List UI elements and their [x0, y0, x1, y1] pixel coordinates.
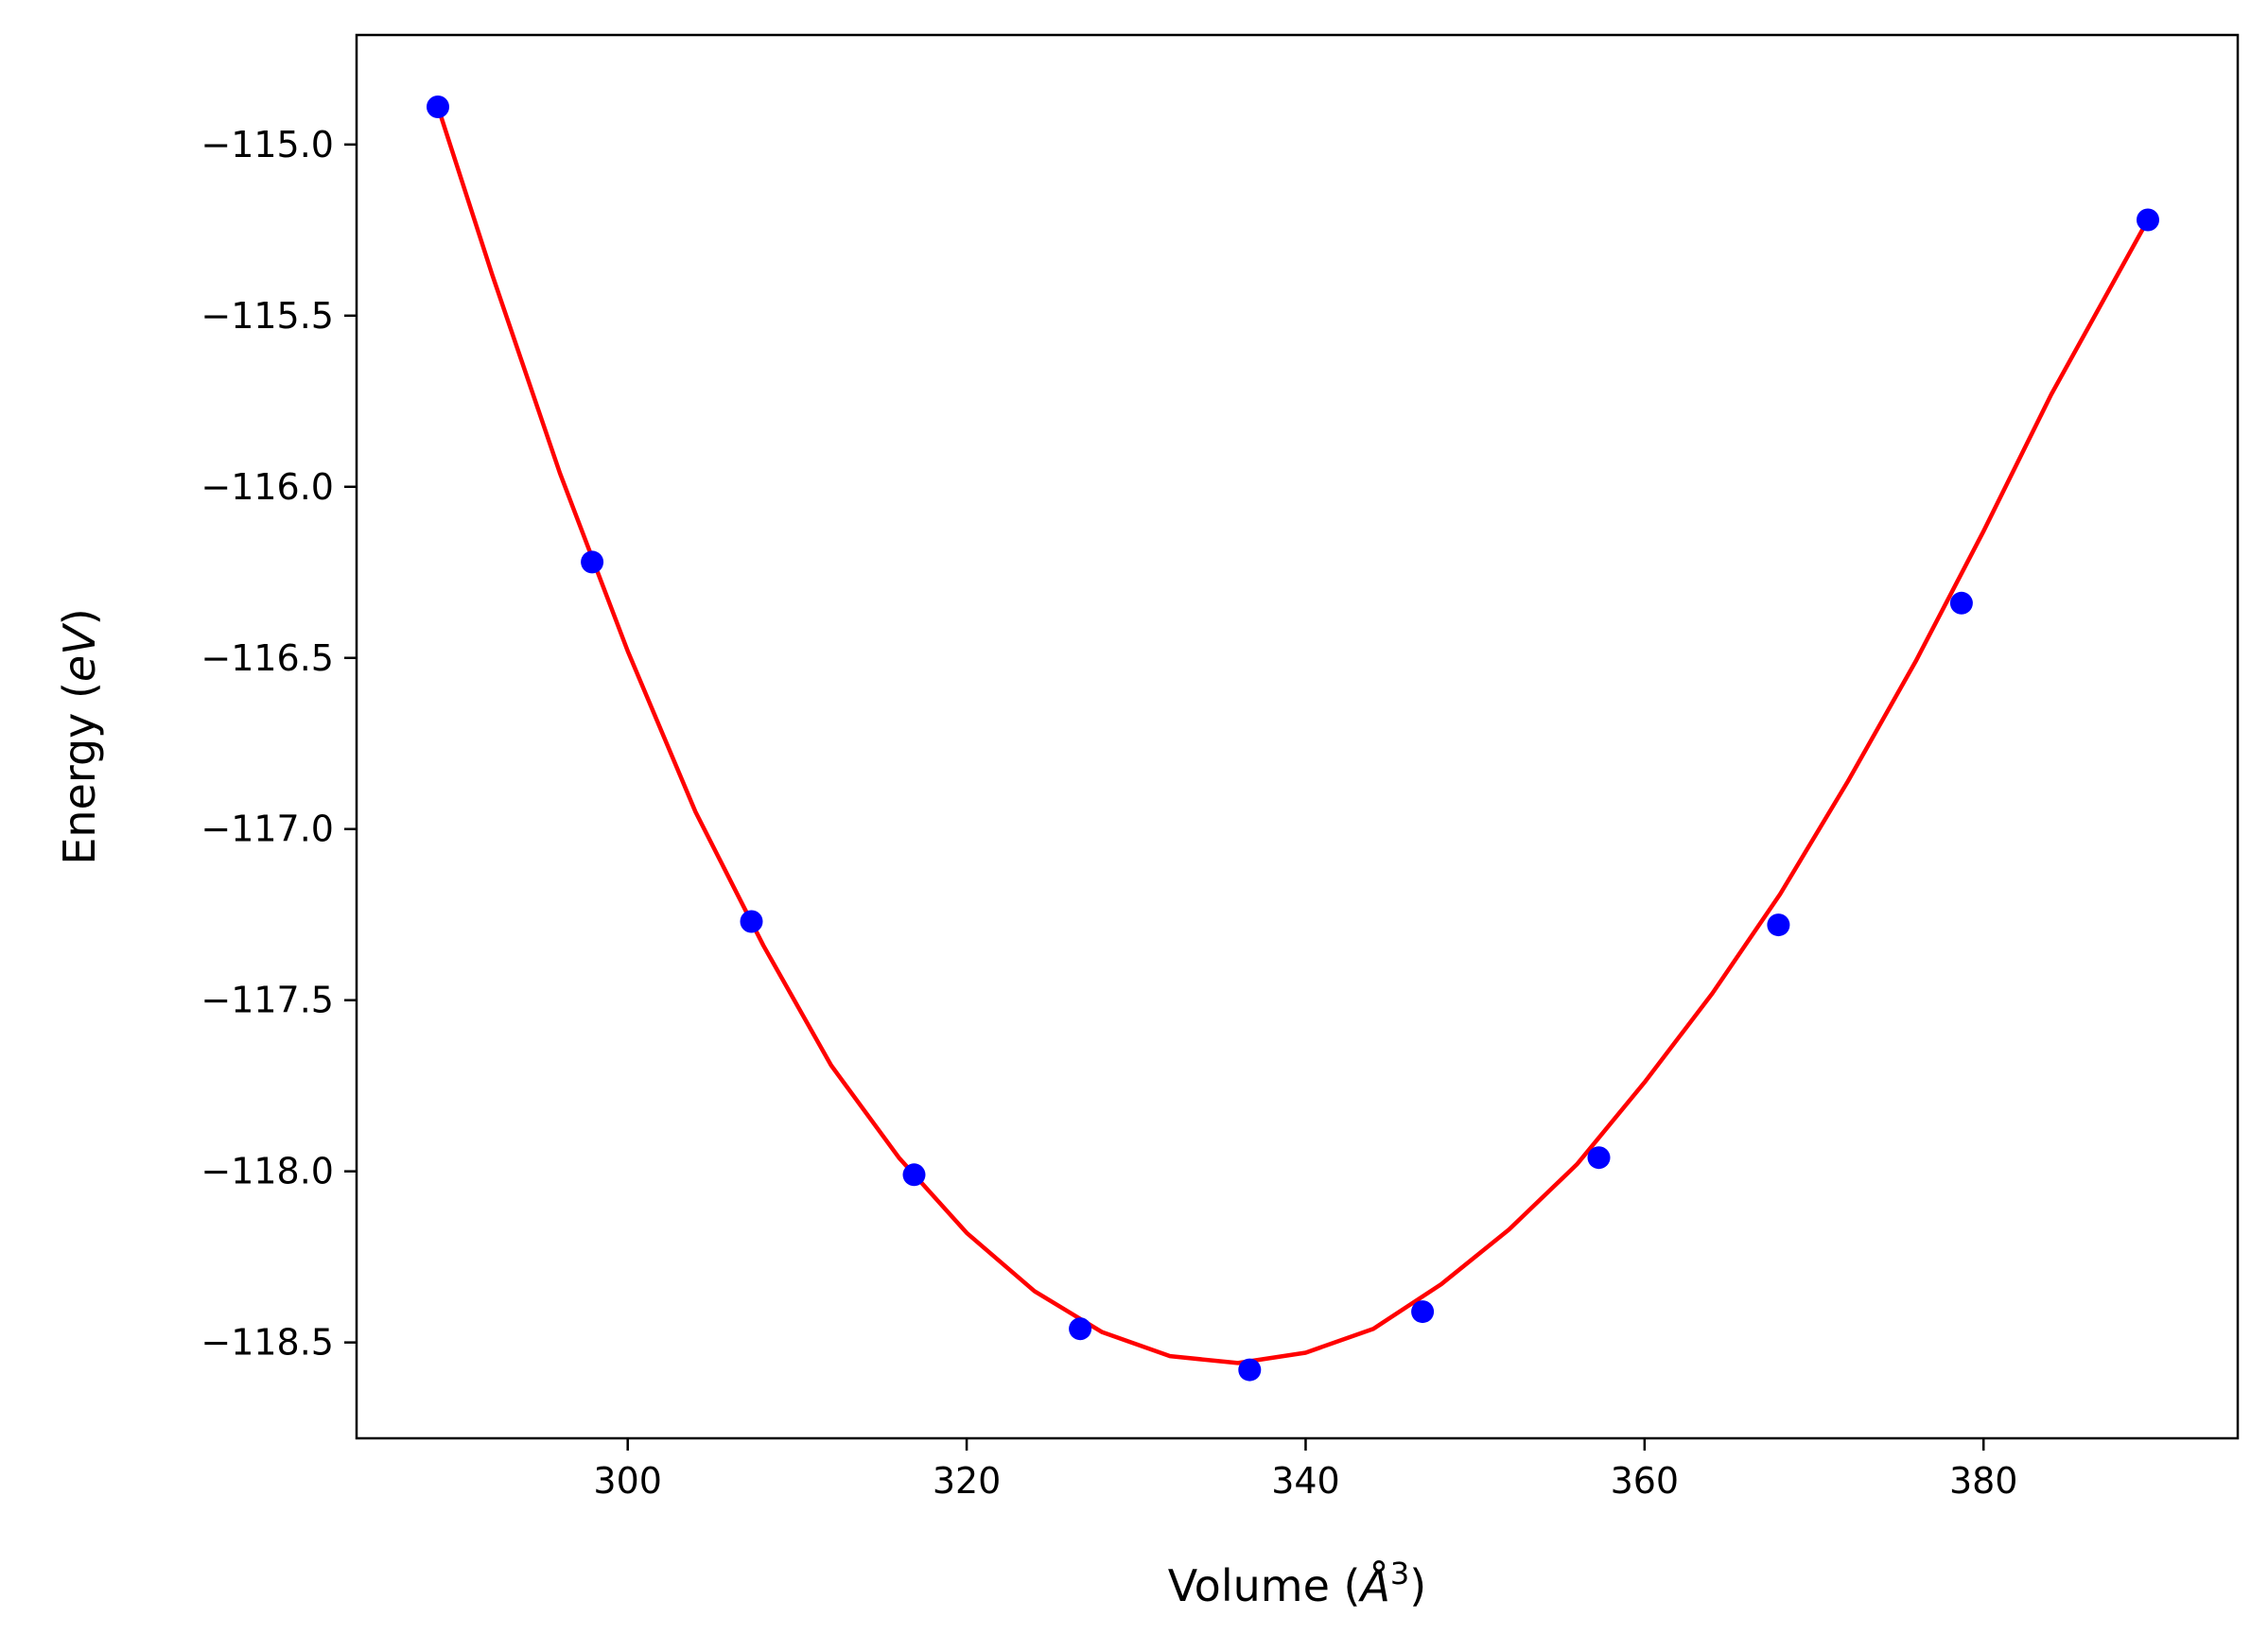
data-point: [2137, 208, 2159, 232]
fit-curve-line: [435, 104, 2151, 1365]
y-axis-label: Energy (eV): [54, 608, 105, 864]
y-tick-label: −117.0: [201, 809, 334, 850]
y-tick-label: −118.5: [201, 1322, 334, 1364]
data-point: [902, 1163, 926, 1187]
x-tick-label: 360: [1611, 1460, 1680, 1502]
y-tick-label: −116.5: [201, 637, 334, 679]
y-tick-label: −118.0: [201, 1151, 334, 1192]
data-point: [1949, 591, 1973, 615]
data-point: [1238, 1358, 1262, 1382]
plot-area: [427, 96, 2159, 1382]
x-axis-label-prefix: Volume (: [1168, 1560, 1361, 1611]
x-axis-label-suffix: ): [1409, 1560, 1426, 1611]
data-point: [1411, 1300, 1435, 1324]
data-point: [427, 96, 449, 118]
x-axis: 300 320 340 360 380: [593, 1438, 2017, 1502]
data-point: [740, 910, 763, 933]
x-tick-label: 300: [593, 1460, 662, 1502]
x-tick-label: 320: [933, 1460, 1002, 1502]
data-point: [581, 550, 604, 574]
data-point: [1767, 913, 1790, 937]
x-axis-label: Volume (Å3): [1168, 1556, 1426, 1611]
data-point: [1069, 1317, 1092, 1341]
x-axis-label-symbol: Å: [1357, 1560, 1389, 1611]
x-tick-label: 340: [1271, 1460, 1340, 1502]
y-axis: −115.0 −115.5 −116.0 −116.5 −117.0 −117.5 −118…: [201, 124, 357, 1364]
y-tick-label: −117.5: [201, 980, 334, 1021]
y-axis-label-suffix: ): [54, 608, 105, 625]
x-tick-label: 380: [1949, 1460, 2018, 1502]
x-axis-label-superscript: 3: [1390, 1556, 1409, 1591]
y-tick-label: −116.0: [201, 466, 334, 508]
y-tick-label: −115.0: [201, 124, 334, 165]
y-axis-label-prefix: Energy (: [54, 682, 105, 865]
plot-frame: [355, 33, 2240, 1440]
y-axis-label-italic: eV: [54, 622, 105, 682]
y-tick-label: −115.5: [201, 295, 334, 337]
data-point: [1587, 1146, 1611, 1170]
